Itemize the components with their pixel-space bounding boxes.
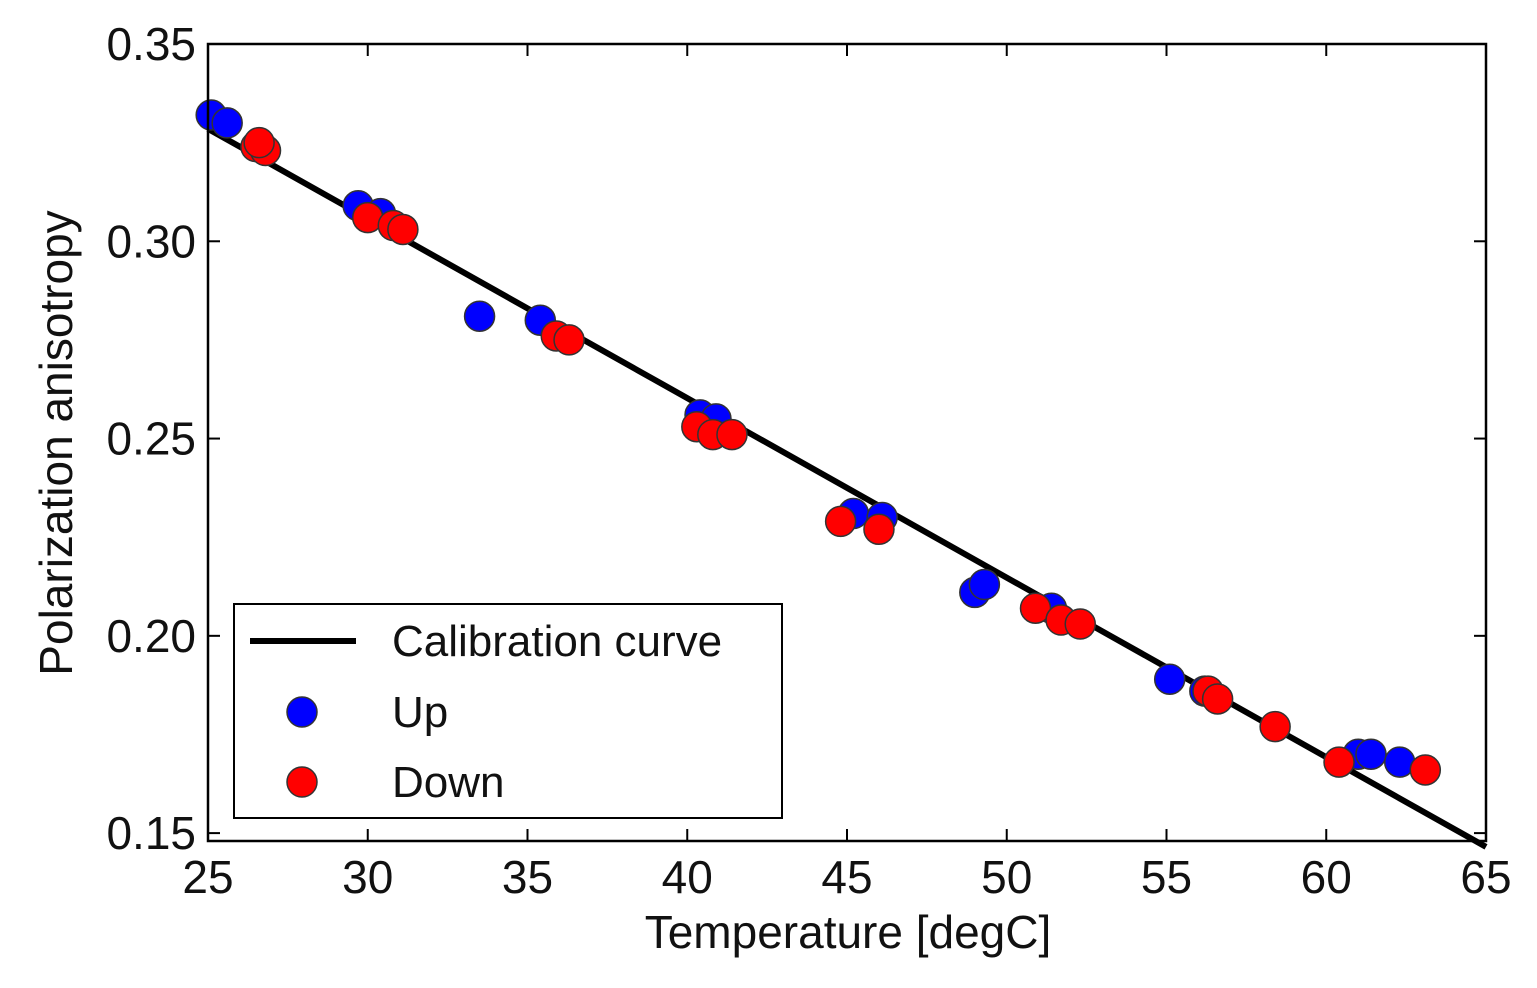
data-point-down <box>387 213 419 246</box>
x-tick-label: 25 <box>182 851 233 903</box>
legend: Calibration curve Up Down <box>233 603 783 819</box>
data-point-down <box>1259 710 1291 743</box>
x-tick-label: 30 <box>342 851 393 903</box>
y-tick-label: 0.30 <box>106 215 196 267</box>
data-point-up <box>968 568 1001 601</box>
data-point-down <box>1323 746 1355 778</box>
legend-marker-up <box>286 696 318 728</box>
data-point-down <box>1064 608 1096 640</box>
x-tick-label: 55 <box>1141 851 1192 903</box>
legend-marker-down <box>286 766 318 798</box>
data-point-down <box>1201 683 1234 715</box>
x-tick-label: 65 <box>1460 851 1511 903</box>
x-tick-label: 60 <box>1301 851 1352 903</box>
data-point-down <box>863 513 895 546</box>
data-point-down <box>553 324 585 356</box>
x-tick-label: 50 <box>981 851 1032 903</box>
x-tick-label: 45 <box>821 851 872 903</box>
data-point-down <box>1409 754 1442 786</box>
data-point-down <box>824 505 857 538</box>
y-axis-title: Polarization anisotropy <box>30 210 82 675</box>
y-tick-label: 0.25 <box>106 413 196 465</box>
axes: 25 30 35 40 45 50 55 60 65 0.15 0.20 0.25 0.30 0.35 <box>106 18 1511 903</box>
plot-area <box>195 99 1488 850</box>
data-point-up <box>211 107 243 139</box>
data-point-down <box>716 418 748 451</box>
data-point-up <box>1355 738 1387 770</box>
data-point-up <box>463 300 496 332</box>
data-point-down <box>243 126 275 159</box>
data-point-down <box>1019 592 1052 624</box>
x-tick-label: 40 <box>662 851 713 903</box>
x-axis-title: Temperature [degC] <box>645 906 1052 958</box>
y-tick-label: 0.20 <box>106 610 196 662</box>
legend-label-down: Down <box>392 758 505 807</box>
y-tick-label: 0.35 <box>106 18 196 70</box>
y-tick-label: 0.15 <box>106 807 196 859</box>
x-tick-label: 35 <box>502 851 553 903</box>
legend-label-calibration-curve: Calibration curve <box>392 617 722 666</box>
legend-label-up: Up <box>392 688 448 737</box>
data-point-up <box>1153 663 1186 695</box>
